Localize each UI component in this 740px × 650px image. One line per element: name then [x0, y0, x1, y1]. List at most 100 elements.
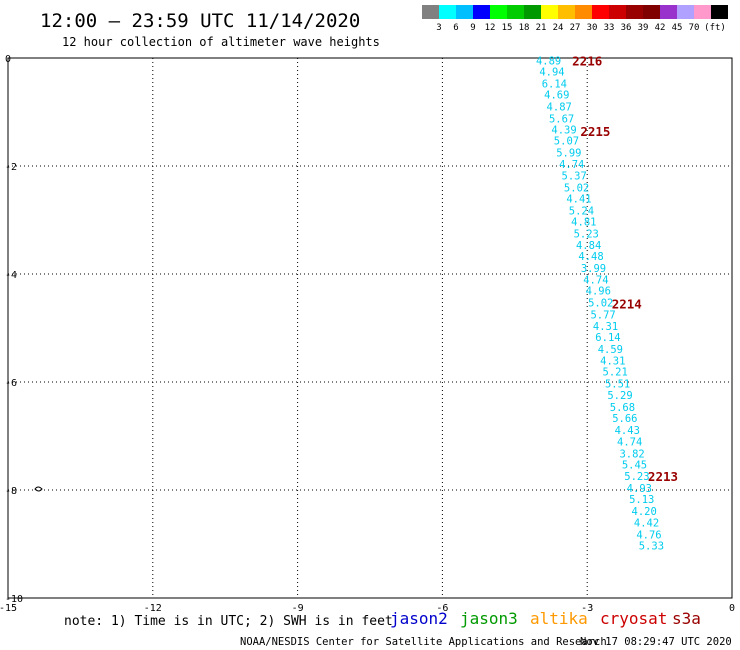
swh-value-label: 5.24	[569, 205, 594, 217]
swh-value-label: 4.20	[632, 506, 657, 518]
plot-frame	[7, 57, 733, 599]
swh-value-label: 3.82	[619, 448, 644, 460]
legend-s3a: s3a	[672, 609, 701, 628]
swh-value-label: 4.94	[539, 67, 564, 79]
swh-value-label: 4.43	[615, 425, 640, 437]
colorbar-swatch	[422, 5, 439, 19]
legend-altika: altika	[530, 609, 588, 628]
x-tick-label: -15	[0, 603, 17, 614]
colorbar-label: 70	[689, 23, 700, 33]
colorbar-swatch	[694, 5, 711, 19]
colorbar-swatch	[626, 5, 643, 19]
swh-value-label: 4.39	[551, 124, 576, 136]
y-tick-label: -6	[5, 378, 17, 389]
swh-value-label: 4.96	[586, 286, 611, 298]
colorbar: 3 6 9 12 15 18 21 24 27 30 33 36 39 42 45 70 (ft)	[422, 5, 728, 33]
swh-value-label: 5.67	[549, 113, 574, 125]
colorbar-label: 3	[436, 23, 441, 33]
swh-value-label: 5.99	[556, 148, 581, 160]
colorbar-label: 45	[672, 23, 683, 33]
swh-value-label: 5.02	[588, 298, 613, 310]
data-layer: 4.894.946.144.694.875.674.395.075.994.74…	[536, 54, 678, 553]
chart-subtitle: 12 hour collection of altimeter wave hei…	[62, 35, 380, 49]
colorbar-swatch	[575, 5, 592, 19]
swh-value-label: 5.07	[554, 136, 579, 148]
x-tick-label: 0	[729, 603, 735, 614]
swh-value-label: 5.45	[622, 460, 647, 472]
colorbar-swatch	[677, 5, 694, 19]
swh-value-label: 4.59	[598, 344, 623, 356]
swh-value-label: 5.13	[629, 494, 654, 506]
swh-value-label: 5.33	[639, 541, 664, 553]
coastline-feature	[34, 486, 43, 492]
swh-value-label: 4.87	[547, 102, 572, 114]
colorbar-swatch	[558, 5, 575, 19]
swh-value-label: 4.84	[576, 240, 601, 252]
colorbar-swatch	[541, 5, 558, 19]
satellite-legend: jason2 jason3 altika cryosat s3a	[390, 609, 701, 628]
swh-value-label: 4.31	[600, 355, 625, 367]
chart-title: 12:00 – 23:59 UTC 11/14/2020	[40, 10, 360, 32]
pass-time-label: 2214	[612, 297, 642, 312]
colorbar-swatch	[609, 5, 626, 19]
swh-value-label: 3.99	[581, 263, 606, 275]
swh-value-label: 6.14	[542, 78, 567, 90]
colorbar-swatch	[456, 5, 473, 19]
swh-value-label: 4.31	[593, 321, 618, 333]
pass-time-label: 2215	[580, 124, 610, 139]
x-tick-label: -6	[436, 603, 448, 614]
footer-timestamp: Nov 17 08:29:47 UTC 2020	[580, 636, 732, 648]
y-tick-label: 0	[5, 54, 11, 65]
colorbar-label: 6	[453, 23, 458, 33]
swh-value-label: 6.14	[595, 332, 620, 344]
y-tick-label: -10	[5, 594, 23, 605]
colorbar-label: 42	[655, 23, 666, 33]
x-tick-label: -3	[581, 603, 593, 614]
colorbar-swatch	[473, 5, 490, 19]
swh-value-label: 4.74	[559, 159, 584, 171]
swh-value-label: 4.42	[634, 517, 659, 529]
colorbar-swatch	[439, 5, 456, 19]
colorbar-swatch	[507, 5, 524, 19]
grid	[8, 58, 732, 598]
colorbar-label: 39	[638, 23, 649, 33]
footer-credit: NOAA/NESDIS Center for Satellite Applica…	[240, 636, 607, 648]
pass-time-label: 2216	[572, 54, 602, 69]
colorbar-label: 24	[553, 23, 564, 33]
colorbar-label: 18	[519, 23, 530, 33]
swh-value-label: 4.69	[544, 90, 569, 102]
swh-value-label: 4.93	[627, 483, 652, 495]
x-tick-label: -9	[292, 603, 304, 614]
colorbar-swatch	[592, 5, 609, 19]
legend-cryosat: cryosat	[600, 609, 667, 628]
swh-value-label: 4.48	[578, 251, 603, 263]
colorbar-swatch	[524, 5, 541, 19]
colorbar-label: 21	[536, 23, 547, 33]
colorbar-unit: (ft)	[704, 23, 726, 33]
colorbar-label: 30	[587, 23, 598, 33]
y-tick-label: -8	[5, 486, 17, 497]
colorbar-label: 36	[621, 23, 632, 33]
swh-value-label: 5.21	[603, 367, 628, 379]
colorbar-swatch	[711, 5, 728, 19]
legend-jason3: jason3	[460, 609, 518, 628]
colorbar-swatch	[490, 5, 507, 19]
colorbar-label: 15	[502, 23, 513, 33]
swh-value-label: 4.74	[617, 436, 642, 448]
colorbar-label: 12	[485, 23, 496, 33]
swh-value-label: 5.66	[612, 413, 637, 425]
y-tick-label: -4	[5, 270, 17, 281]
colorbar-swatch	[643, 5, 660, 19]
colorbar-label: 9	[470, 23, 475, 33]
swh-value-label: 5.29	[607, 390, 632, 402]
colorbar-label: 33	[604, 23, 615, 33]
pass-time-label: 2213	[648, 469, 678, 484]
note-text: note: 1) Time is in UTC; 2) SWH is in fe…	[64, 614, 393, 629]
swh-value-label: 5.51	[605, 379, 630, 391]
axis-ticks: -15 -12 -9 -6 -3 0 0 -2 -4 -6 -8 -10	[0, 54, 735, 614]
swh-value-label: 4.76	[636, 529, 661, 541]
x-tick-label: -12	[144, 603, 162, 614]
swh-value-label: 5.77	[590, 310, 615, 322]
swh-value-label: 5.37	[562, 171, 587, 183]
